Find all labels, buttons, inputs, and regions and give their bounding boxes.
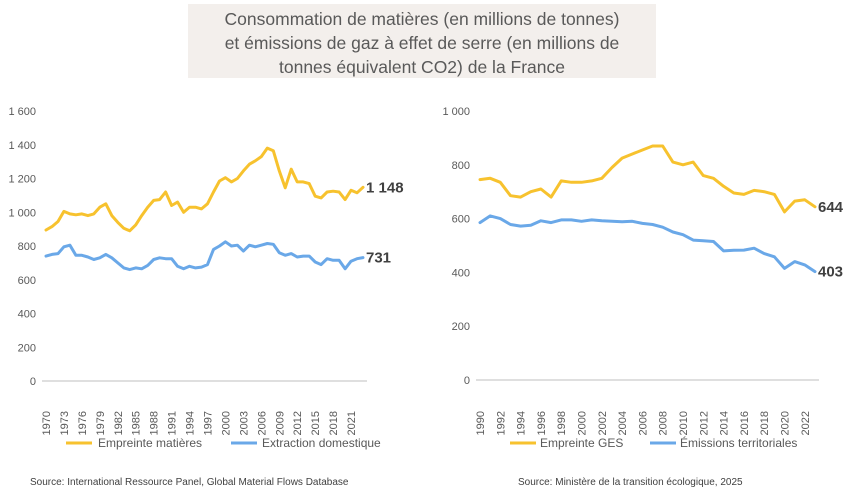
- y-tick-label: 200: [18, 342, 36, 354]
- x-tick-label: 1992: [495, 411, 507, 435]
- y-tick-label: 1 600: [8, 106, 36, 118]
- x-tick-label: 1982: [113, 411, 125, 435]
- legend-label: Émissions territoriales: [680, 435, 797, 450]
- x-tick-label: 2020: [780, 411, 792, 435]
- series-line-1: [44, 146, 365, 233]
- x-tick-label: 2010: [678, 411, 690, 435]
- source-left: Source: International Ressource Panel, G…: [30, 477, 349, 488]
- y-tick-label: 800: [18, 241, 36, 253]
- source-right: Source: Ministère de la transition écolo…: [518, 477, 743, 488]
- x-tick-label: 2018: [759, 411, 771, 435]
- x-tick-label: 1996: [536, 411, 548, 435]
- x-tick-label: 2015: [310, 411, 322, 435]
- x-tick-label: 2004: [617, 411, 629, 435]
- chart-2: 0 200 400 600 800 1 000 1990 1992 1994 1996 1998 20…: [442, 106, 843, 450]
- x-tick-label: 2012: [698, 411, 710, 435]
- x-tick-label: 1988: [149, 411, 161, 435]
- series-end-label: 1 148: [366, 179, 404, 196]
- y-tick-label: 400: [18, 309, 36, 321]
- x-tick-label: 1994: [185, 411, 197, 435]
- legend-label: Empreinte matières: [98, 436, 202, 450]
- x-tick-label: 1991: [167, 411, 179, 435]
- series-end-label: 731: [366, 250, 391, 267]
- legend-label: Empreinte GES: [540, 436, 623, 450]
- x-tick-label: 2018: [328, 411, 340, 435]
- x-tick-label: 2002: [597, 411, 609, 435]
- title-line-1: Consommation de matières (en millions de…: [224, 9, 620, 29]
- chart-1: 0 200 400 600 800 1 000 1 200 1 400 1 600 1970 197…: [8, 106, 403, 450]
- y-tick-label: 1 200: [8, 174, 36, 186]
- x-tick-label: 1976: [77, 411, 89, 435]
- x-tick-label: 2022: [800, 411, 812, 435]
- x-tick-label: 2006: [637, 411, 649, 435]
- series-end-label: 403: [818, 264, 843, 281]
- x-tick-label: 2016: [739, 411, 751, 435]
- series-line-2: [478, 214, 817, 274]
- x-tick-label: 2008: [658, 411, 670, 435]
- x-tick-label: 2014: [719, 411, 731, 435]
- x-tick-label: 2003: [238, 411, 250, 435]
- x-tick-label: 1973: [59, 411, 71, 435]
- series-line-1: [478, 144, 817, 214]
- title-line-2: et émissions de gaz à effet de serre (en…: [224, 33, 620, 53]
- title-line-3: tonnes équivalent CO2) de la France: [279, 57, 565, 77]
- chart-title: Consommation de matières (en millions de…: [188, 4, 656, 78]
- x-tick-label: 1985: [131, 411, 143, 435]
- y-tick-label: 0: [464, 375, 470, 387]
- x-tick-label: 2000: [220, 411, 232, 435]
- x-tick-label: 1970: [41, 411, 53, 435]
- y-tick-label: 0: [30, 376, 36, 388]
- x-tick-label: 2000: [577, 411, 589, 435]
- y-tick-label: 200: [452, 321, 470, 333]
- x-tick-label: 1990: [475, 411, 487, 435]
- x-tick-label: 2021: [346, 411, 358, 435]
- x-tick-label: 2009: [274, 411, 286, 435]
- y-tick-label: 1 000: [442, 106, 470, 118]
- x-tick-label: 1994: [516, 411, 528, 435]
- x-tick-label: 2006: [256, 411, 268, 435]
- y-tick-label: 800: [452, 160, 470, 172]
- legend-label: Extraction domestique: [262, 436, 381, 450]
- y-tick-label: 400: [452, 267, 470, 279]
- x-tick-label: 1979: [95, 411, 107, 435]
- y-tick-label: 600: [18, 275, 36, 287]
- x-tick-label: 1997: [202, 411, 214, 435]
- x-tick-label: 1998: [556, 411, 568, 435]
- y-tick-label: 1 400: [8, 140, 36, 152]
- y-tick-label: 1 000: [8, 207, 36, 219]
- x-tick-label: 2012: [292, 411, 304, 435]
- series-line-2: [44, 240, 365, 272]
- y-tick-label: 600: [452, 214, 470, 226]
- series-end-label: 644: [818, 199, 844, 216]
